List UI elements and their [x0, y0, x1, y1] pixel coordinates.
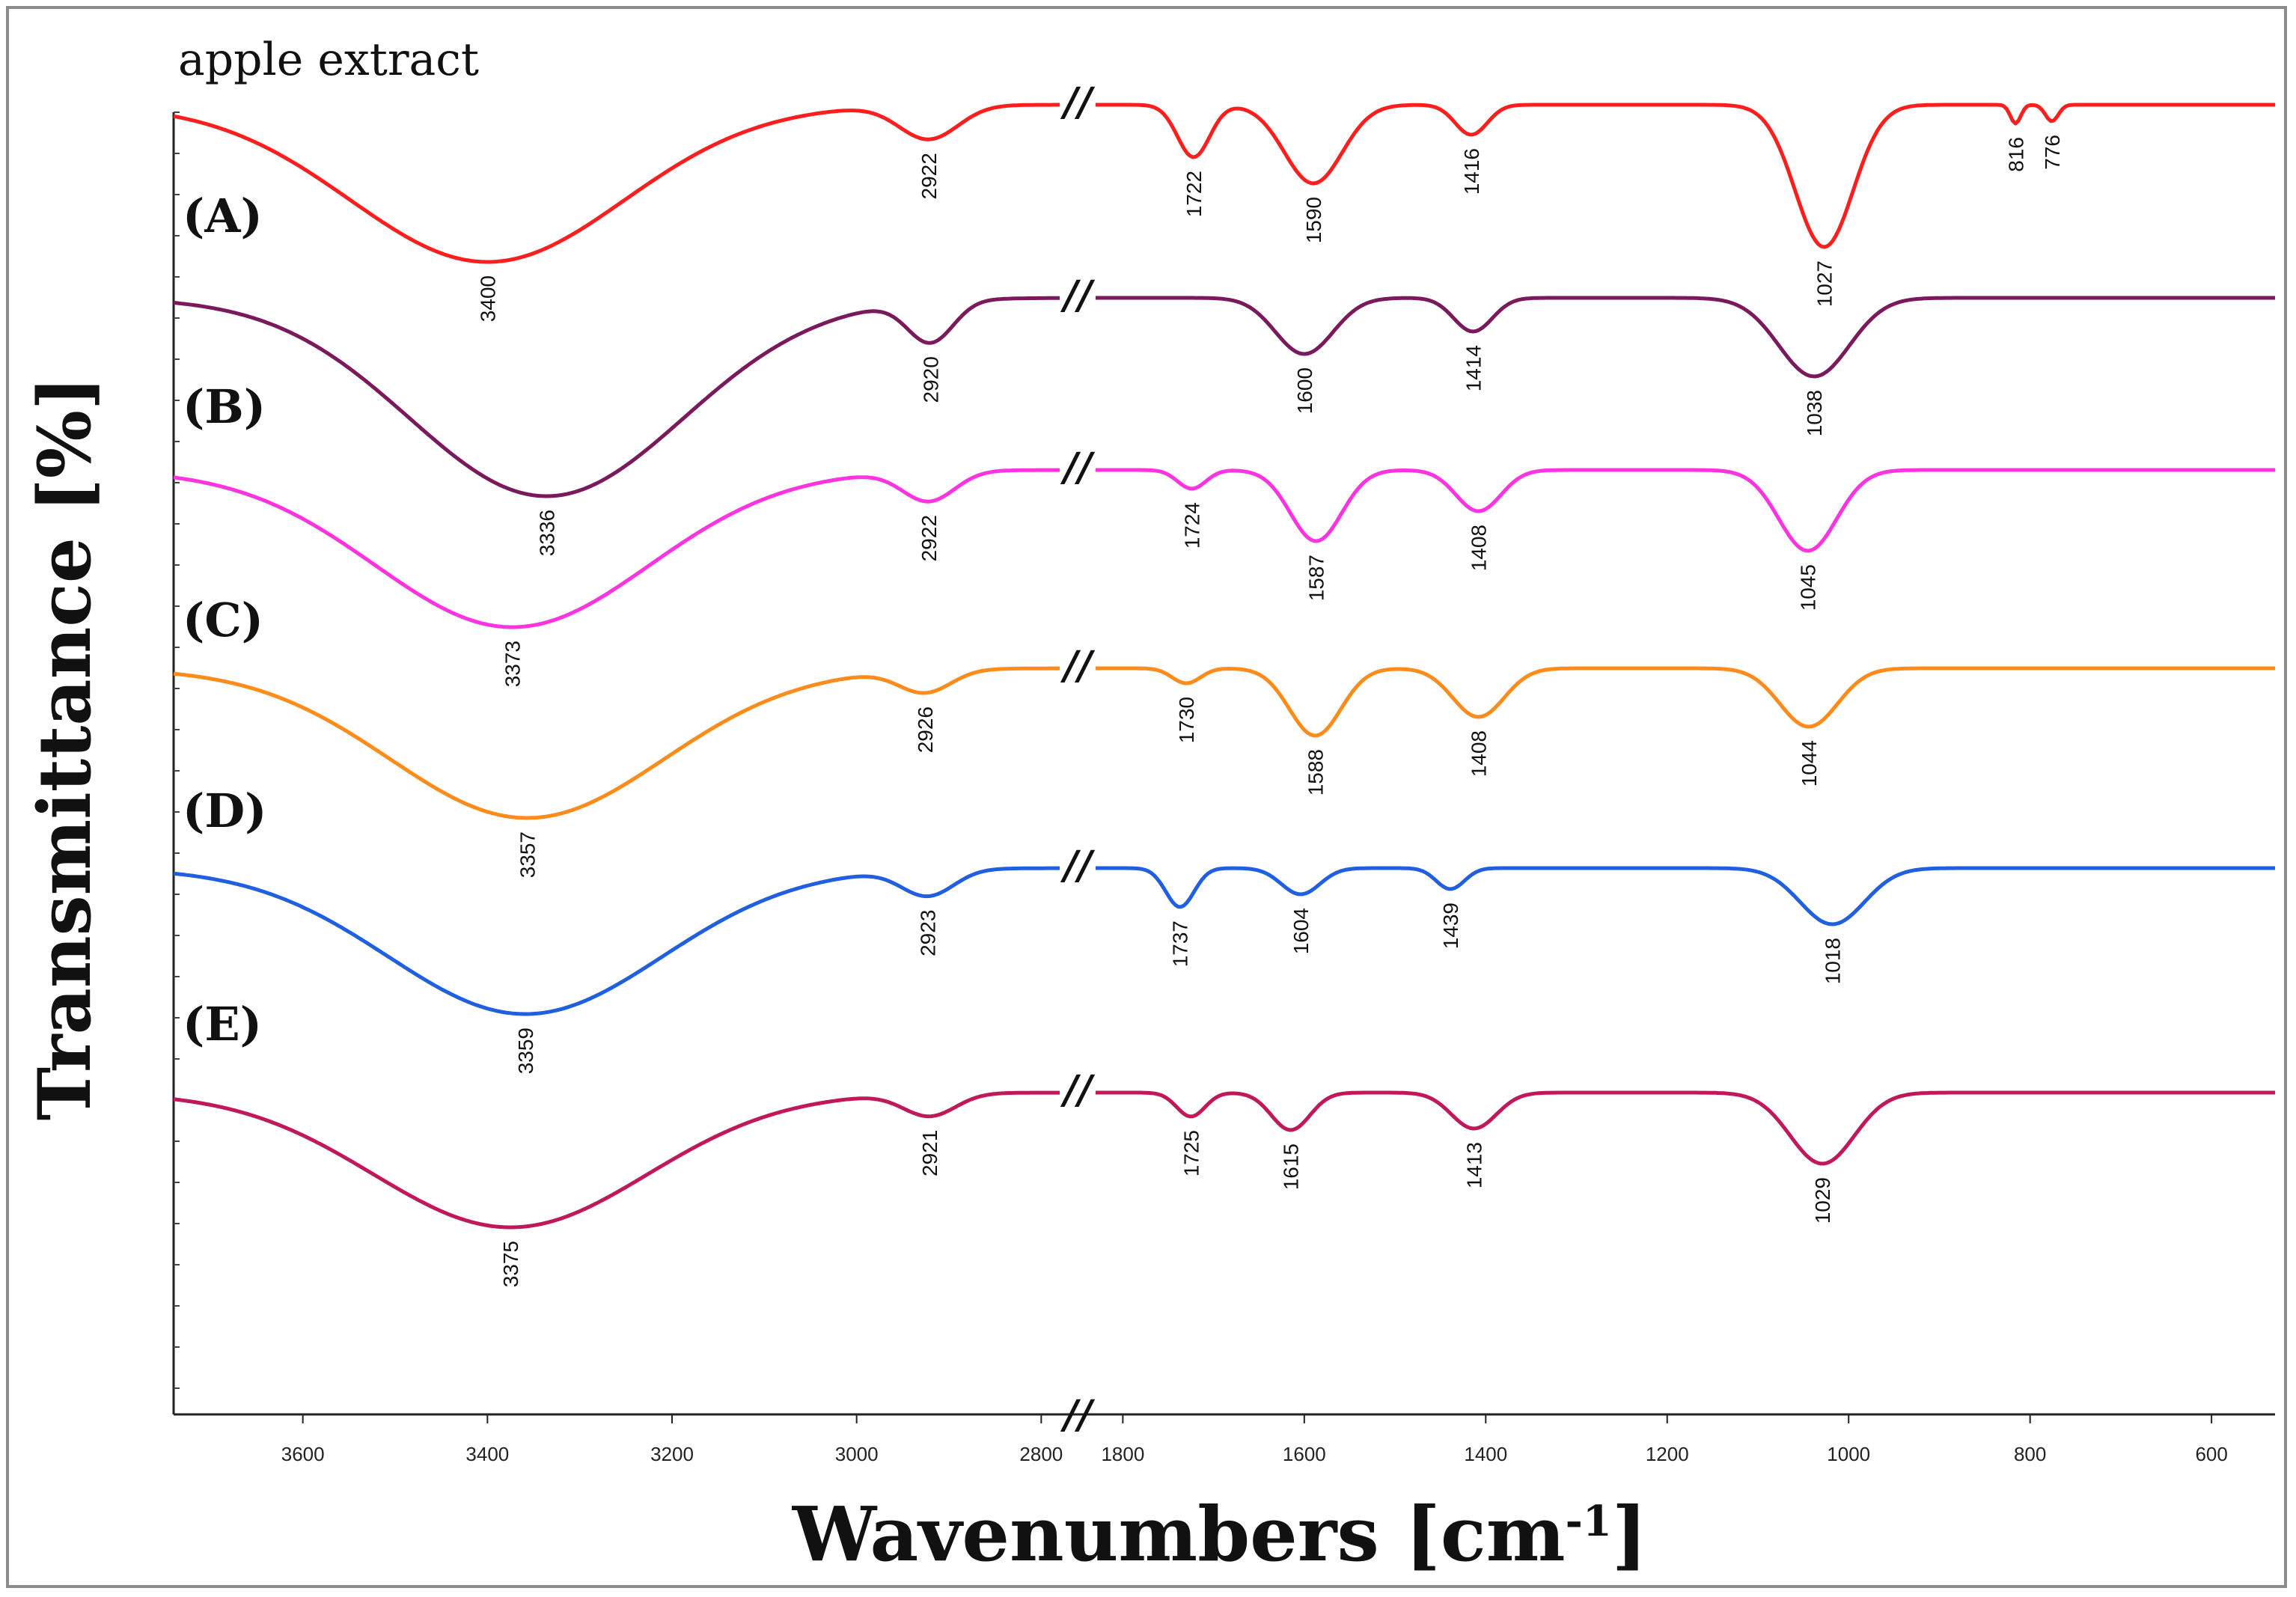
peak-label: 1587	[1305, 555, 1328, 601]
peak-label: 2923	[917, 910, 940, 956]
peak-label: 3400	[476, 275, 499, 322]
x-tick-label: 1600	[1283, 1443, 1326, 1465]
peak-label: 1029	[1811, 1177, 1834, 1224]
x-tick-label: 3200	[650, 1443, 694, 1465]
peak-label: 1725	[1179, 1130, 1203, 1176]
peak-label: 3359	[514, 1027, 537, 1074]
peak-label: 1416	[1460, 148, 1483, 195]
peak-label: 2922	[918, 153, 941, 199]
series-axis-break: //	[1060, 643, 1096, 688]
x-tick-label: 2800	[1019, 1443, 1063, 1465]
x-tick-label: 600	[2195, 1443, 2227, 1465]
series-axis-break: //	[1060, 445, 1096, 490]
peak-label: 1604	[1289, 908, 1313, 954]
peak-label: 1722	[1182, 171, 1206, 217]
series-axis-break: //	[1060, 843, 1096, 888]
x-tick-label: 1400	[1464, 1443, 1507, 1465]
peak-label: 2926	[914, 706, 937, 753]
peak-label: 1730	[1175, 697, 1198, 743]
peak-label: 1413	[1463, 1142, 1486, 1188]
peak-label: 2920	[919, 356, 942, 403]
x-tick-label: 1800	[1101, 1443, 1144, 1465]
peak-label: 1615	[1280, 1143, 1303, 1190]
series-axis-break: //	[1060, 79, 1096, 125]
spectrum-line-seg1	[173, 103, 1060, 264]
x-tick-label: 3000	[835, 1443, 879, 1465]
series-label: (E)	[183, 997, 262, 1051]
peak-label: 1439	[1439, 903, 1462, 949]
spectrum-line-seg2	[1096, 103, 2275, 249]
peak-label: 3373	[501, 641, 525, 687]
peak-label: 1018	[1821, 938, 1844, 984]
peak-label: 3336	[535, 510, 558, 556]
peak-label: 2921	[918, 1130, 941, 1176]
spectrum-line-seg2	[1096, 296, 2275, 379]
x-axis-label: Wavenumbers [cm-1]	[792, 1490, 1647, 1578]
peak-label: 1588	[1304, 749, 1327, 796]
series-label: (C)	[183, 593, 263, 647]
series-label: (A)	[183, 189, 263, 243]
spectrum-line-seg2	[1096, 468, 2275, 553]
peak-label: 1408	[1468, 730, 1491, 777]
peak-label: 1044	[1798, 740, 1821, 787]
peak-label: 1045	[1797, 564, 1820, 611]
series-axis-break: //	[1060, 272, 1096, 318]
x-tick-label: 3600	[281, 1443, 325, 1465]
chart-title: apple extract	[178, 34, 479, 86]
y-axis-label: Transmittance [%]	[22, 376, 107, 1121]
series-axis-break: //	[1060, 1067, 1096, 1113]
peak-label: 776	[2041, 135, 2064, 170]
x-axis-break: //	[1060, 1392, 1096, 1438]
x-tick-label: 800	[2014, 1443, 2046, 1465]
spectrum-line-seg1	[173, 1090, 1060, 1230]
spectrum-line-seg2	[1096, 1090, 2275, 1166]
spectrum-line-seg1	[173, 296, 1060, 498]
x-tick-label: 1200	[1646, 1443, 1689, 1465]
peak-label: 816	[2004, 137, 2027, 172]
figure-frame	[6, 6, 2287, 1588]
spectrum-line-seg2	[1096, 666, 2275, 738]
x-tick-label: 3400	[465, 1443, 509, 1465]
peak-label: 1408	[1468, 525, 1491, 571]
series-label: (D)	[183, 784, 266, 838]
peak-label: 1600	[1293, 367, 1316, 414]
peak-label: 2922	[918, 515, 941, 561]
spectrum-line-seg1	[173, 666, 1060, 820]
series-label: (B)	[183, 379, 266, 434]
spectrum-line-seg1	[173, 468, 1060, 629]
peak-label: 1737	[1169, 920, 1192, 967]
spectrum-line-seg2	[1096, 866, 2275, 926]
peak-label: 1590	[1302, 197, 1325, 243]
peak-label: 1414	[1462, 345, 1485, 391]
peak-label: 1027	[1813, 260, 1837, 307]
x-tick-label: 1000	[1827, 1443, 1870, 1465]
peak-label: 3357	[516, 831, 539, 878]
spectrum-line-seg1	[173, 866, 1060, 1016]
peak-label: 1038	[1803, 390, 1826, 436]
peak-label: 1724	[1181, 502, 1204, 549]
peak-label: 3375	[499, 1241, 522, 1287]
